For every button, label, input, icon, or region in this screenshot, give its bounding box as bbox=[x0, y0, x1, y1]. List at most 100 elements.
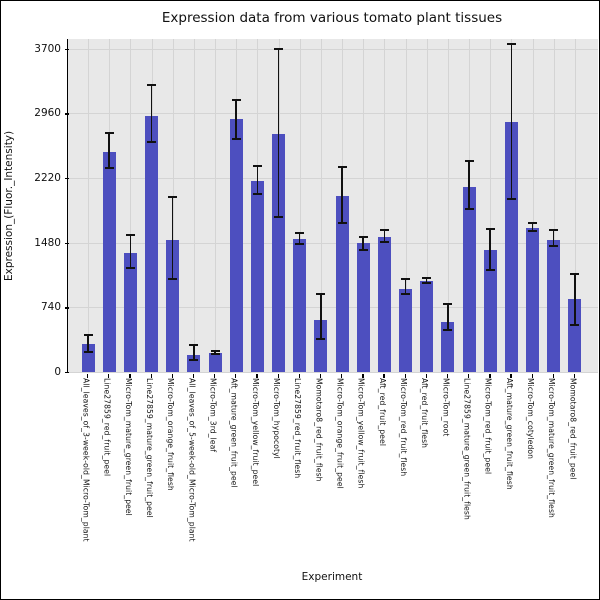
bar bbox=[335, 196, 349, 372]
x-tick-mark bbox=[192, 373, 195, 378]
v-gridline bbox=[553, 39, 555, 372]
y-tick-mark bbox=[64, 307, 69, 309]
v-gridline bbox=[447, 39, 449, 372]
v-gridline bbox=[532, 39, 534, 372]
v-gridline bbox=[215, 39, 217, 372]
y-tick-mark bbox=[64, 372, 69, 374]
error-bar-cap bbox=[358, 235, 368, 238]
error-bar-cap bbox=[231, 99, 241, 102]
y-tick-mark bbox=[64, 177, 69, 180]
error-bar bbox=[404, 279, 407, 295]
x-tick-label: Micro-Tom_yellow_fruit_peel bbox=[250, 378, 260, 487]
y-tick-label: 2220 bbox=[34, 171, 61, 184]
x-tick-label: Micro-Tom_yellow_fruit_flesh bbox=[356, 378, 366, 489]
bar bbox=[504, 122, 518, 372]
error-bar-cap bbox=[274, 47, 284, 50]
h-gridline bbox=[68, 372, 598, 373]
error-bar-cap bbox=[570, 273, 580, 276]
y-tick-label: 3700 bbox=[34, 42, 61, 55]
error-bar bbox=[108, 132, 110, 169]
error-bar-cap bbox=[464, 160, 474, 163]
x-tick-label: Aft_mature_green_fruit_peel bbox=[229, 378, 239, 488]
h-gridline bbox=[68, 48, 598, 50]
error-bar bbox=[552, 229, 555, 247]
error-bar-cap bbox=[252, 192, 262, 195]
v-gridline bbox=[363, 39, 365, 372]
x-tick-mark bbox=[510, 373, 512, 378]
bar bbox=[399, 288, 413, 372]
y-tick-mark bbox=[64, 242, 69, 244]
x-tick-label: Micro-Tom_red_fruit_flesh bbox=[399, 378, 409, 477]
x-tick-mark bbox=[425, 373, 428, 378]
error-bar bbox=[214, 351, 216, 355]
bar bbox=[568, 298, 582, 372]
bar bbox=[377, 236, 391, 372]
error-bar bbox=[235, 100, 237, 139]
x-tick-label: Micro-Tom_hypocotyl bbox=[272, 378, 282, 459]
bar bbox=[208, 352, 222, 372]
x-tick-label: All_leaves_of_5-week-old_Micro-Tom_plant bbox=[187, 378, 197, 542]
error-bar-cap bbox=[104, 167, 114, 170]
x-tick-mark bbox=[383, 373, 385, 378]
error-bar-cap bbox=[83, 334, 93, 337]
error-bar-cap bbox=[337, 166, 347, 169]
x-tick-label: Momotaro8_red_fruit_peel bbox=[568, 378, 578, 480]
error-bar-cap bbox=[252, 164, 262, 167]
error-bar-cap bbox=[104, 131, 114, 134]
x-tick-mark bbox=[298, 373, 300, 378]
error-bar-cap bbox=[570, 323, 580, 326]
x-tick-label: Aft_red_fruit_flesh bbox=[420, 378, 430, 449]
x-tick-mark bbox=[129, 373, 131, 378]
error-bar-cap bbox=[295, 232, 305, 235]
error-bar-cap bbox=[147, 84, 156, 87]
error-bar-cap bbox=[231, 137, 241, 140]
error-bar-cap bbox=[549, 228, 559, 231]
error-bar bbox=[150, 85, 153, 143]
v-gridline bbox=[193, 39, 195, 372]
v-gridline bbox=[88, 39, 89, 372]
bar bbox=[356, 242, 370, 372]
bar bbox=[229, 119, 243, 372]
error-bar bbox=[510, 44, 513, 199]
x-tick-mark bbox=[341, 373, 343, 378]
error-bar-cap bbox=[168, 196, 178, 199]
error-bar-cap bbox=[401, 293, 411, 296]
x-tick-label: Micro-Tom_orange_fruit_flesh bbox=[166, 378, 176, 491]
x-tick-label: Momotaro8_red_fruit_flesh bbox=[314, 378, 324, 482]
bar bbox=[420, 281, 434, 372]
bar bbox=[123, 253, 137, 372]
x-tick-mark bbox=[468, 373, 470, 378]
error-bar-cap bbox=[485, 268, 495, 271]
error-bar-cap bbox=[210, 353, 220, 356]
error-bar-cap bbox=[422, 281, 432, 284]
error-bar-cap bbox=[147, 141, 156, 144]
error-bar-cap bbox=[401, 278, 411, 281]
error-bar bbox=[171, 197, 174, 280]
x-tick-mark bbox=[150, 373, 152, 378]
x-tick-mark bbox=[446, 373, 449, 378]
plot-area bbox=[67, 39, 598, 373]
error-bar bbox=[447, 303, 449, 331]
x-tick-mark bbox=[256, 373, 258, 378]
error-bar-cap bbox=[485, 227, 495, 230]
error-bar bbox=[574, 274, 576, 325]
error-bar-cap bbox=[316, 293, 326, 296]
y-tick-label: 0 bbox=[54, 366, 61, 378]
x-tick-label: All_leaves_of_3-week-old_Micro-Tom_plant bbox=[81, 378, 91, 542]
y-tick-label: 2960 bbox=[34, 107, 61, 120]
bar bbox=[293, 239, 307, 372]
x-axis-label: Experiment bbox=[301, 571, 363, 583]
error-bar-cap bbox=[528, 230, 538, 233]
h-gridline bbox=[68, 307, 598, 309]
x-tick-label: Micro-Tom_3rd_leaf bbox=[208, 378, 218, 453]
error-bar bbox=[320, 294, 322, 339]
v-gridline bbox=[405, 39, 407, 372]
error-bar-cap bbox=[464, 208, 474, 211]
y-tick-label: 740 bbox=[40, 301, 61, 314]
error-bar bbox=[256, 165, 259, 194]
error-bar bbox=[193, 344, 195, 360]
x-tick-label: Micro-Tom_red_fruit_peel bbox=[483, 378, 493, 475]
x-tick-mark bbox=[108, 373, 110, 378]
x-tick-label: Aft_mature_green_fruit_flesh bbox=[504, 378, 514, 490]
error-bar-cap bbox=[295, 243, 305, 246]
